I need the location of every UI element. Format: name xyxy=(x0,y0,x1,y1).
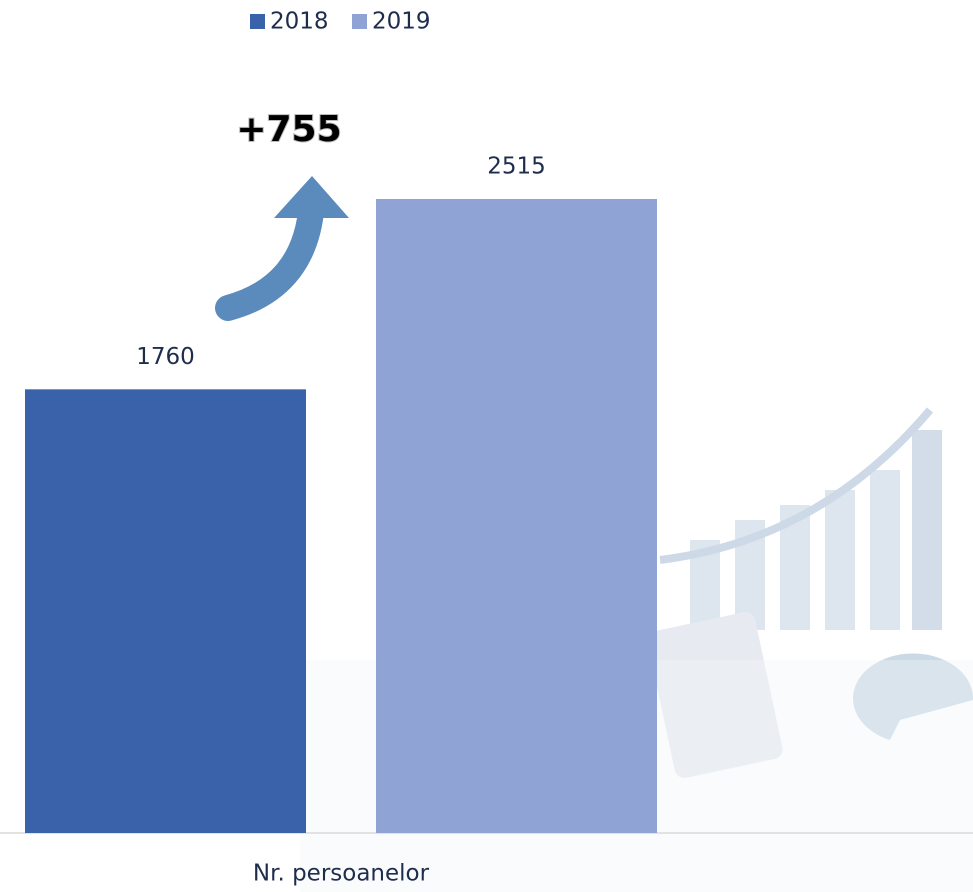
bar xyxy=(376,199,657,833)
annotation-arrow xyxy=(228,176,349,308)
annotation: +755 xyxy=(236,109,341,150)
value-label: 2515 xyxy=(487,154,546,180)
bar xyxy=(25,389,306,833)
legend-label: 2018 xyxy=(270,9,329,35)
legend-label: 2019 xyxy=(372,9,431,35)
value-label: 1760 xyxy=(136,344,195,370)
legend-swatch xyxy=(352,14,367,29)
x-tick-label: Nr. persoanelor xyxy=(253,861,430,887)
legend-swatch xyxy=(250,14,265,29)
chart: +755 2018 2019 1760 2515 Nr. persoanelor xyxy=(0,0,973,892)
